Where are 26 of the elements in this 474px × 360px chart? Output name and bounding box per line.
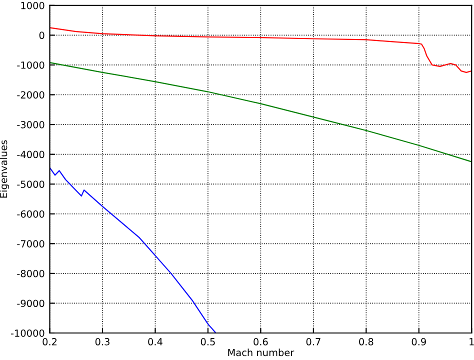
y-tick-label: -2000 (17, 91, 44, 99)
x-tick-label: 0.3 (95, 338, 110, 346)
x-tick-label: 0.4 (148, 338, 162, 346)
x-axis-title: Mach number (228, 348, 294, 356)
y-tick-label: -7000 (17, 240, 44, 248)
x-tick-label: 0.6 (254, 338, 268, 346)
line-series (50, 62, 472, 162)
x-tick-label: 1 (470, 338, 474, 346)
x-tick-label: 0.5 (200, 338, 215, 346)
y-tick-label: 1000 (21, 2, 44, 10)
y-tick-label: -10000 (10, 329, 44, 337)
y-tick-label: 0 (39, 32, 44, 40)
x-tick-label: 0.8 (359, 338, 374, 346)
y-tick-label: -8000 (17, 270, 44, 278)
y-tick-label: -5000 (17, 180, 44, 188)
x-tick-label: 0.9 (412, 338, 426, 346)
y-tick-label: -6000 (17, 210, 44, 218)
y-axis-title: Eigenvalues (0, 140, 10, 198)
y-tick-label: -3000 (17, 121, 44, 128)
y-tick-label: -9000 (17, 300, 44, 308)
y-tick-label: -1000 (17, 61, 44, 69)
y-tick-label: -4000 (17, 150, 44, 158)
line-series (50, 27, 472, 73)
x-tick-label: 0.2 (42, 338, 57, 346)
line-series (50, 167, 216, 333)
x-tick-label: 0.7 (306, 338, 320, 346)
